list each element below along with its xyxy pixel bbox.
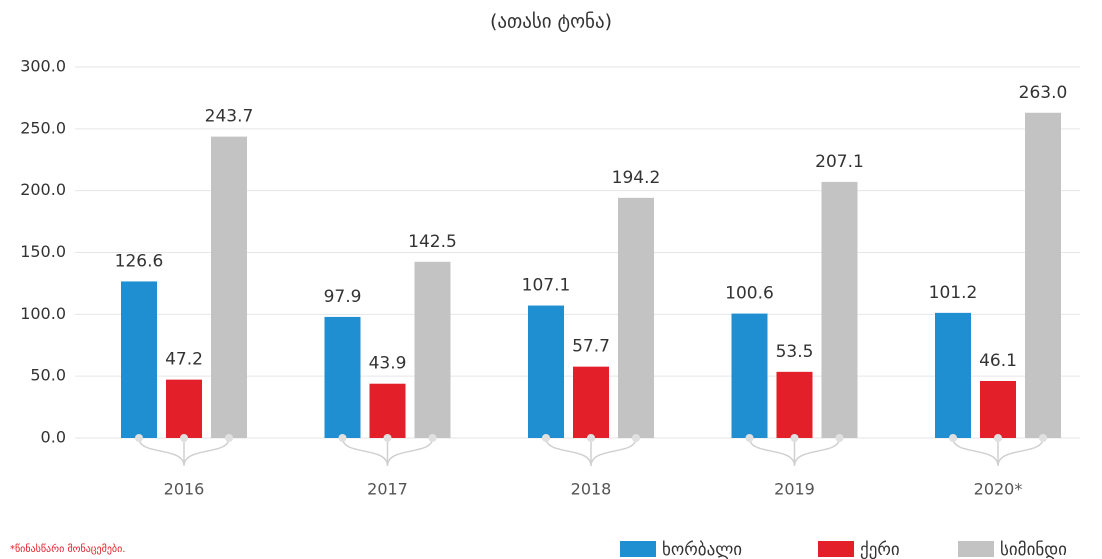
- value-label: 263.0: [1019, 83, 1068, 103]
- value-label: 53.5: [776, 342, 814, 362]
- value-label: 47.2: [165, 350, 203, 370]
- bar: [821, 181, 858, 438]
- bracket-dot: [1039, 434, 1047, 442]
- value-label: 243.7: [205, 107, 254, 127]
- bar: [776, 371, 813, 438]
- value-label: 100.6: [725, 284, 774, 304]
- y-tick-label: 250.0: [20, 118, 66, 137]
- bracket: [748, 437, 841, 467]
- bracket-dot: [994, 434, 1002, 442]
- bar: [414, 261, 451, 438]
- value-label: 97.9: [324, 287, 362, 307]
- bar: [731, 313, 768, 438]
- y-tick-label: 150.0: [20, 242, 66, 261]
- bar: [211, 136, 247, 438]
- bar: [935, 312, 971, 438]
- bracket-dot: [180, 434, 188, 442]
- x-tick-label: 2016: [164, 480, 205, 499]
- bracket-dot: [542, 434, 550, 442]
- legend-swatch: [818, 541, 854, 557]
- value-label: 101.2: [929, 283, 978, 303]
- y-tick-label: 200.0: [20, 180, 66, 199]
- bracket-dot: [428, 434, 437, 442]
- bar: [121, 281, 157, 438]
- footnote: *წინასწარი მონაცემები.: [10, 543, 125, 555]
- bar: [573, 366, 609, 438]
- bracket: [341, 437, 434, 467]
- value-label: 207.1: [815, 152, 864, 172]
- bracket-dot: [949, 434, 957, 442]
- bracket: [138, 437, 230, 467]
- bracket-dot: [745, 434, 754, 442]
- x-tick-label: 2019: [774, 480, 815, 499]
- value-label: 142.5: [408, 232, 457, 252]
- legend-label: სიმინდი: [1000, 540, 1067, 559]
- value-label: 46.1: [979, 351, 1017, 371]
- value-label: 107.1: [522, 276, 571, 296]
- value-label: 43.9: [369, 354, 407, 374]
- bar: [324, 316, 361, 438]
- value-label: 126.6: [115, 251, 164, 271]
- value-label: 57.7: [572, 337, 610, 357]
- y-tick-label: 300.0: [20, 57, 66, 76]
- x-tick-label: 2020*: [974, 480, 1023, 499]
- x-tick-label: 2017: [367, 480, 408, 499]
- bracket-dot: [135, 434, 143, 442]
- bar: [618, 197, 654, 438]
- y-tick-label: 0.0: [41, 428, 66, 447]
- y-tick-label: 50.0: [30, 366, 66, 385]
- legend-swatch: [620, 541, 656, 557]
- bracket-dot: [338, 434, 347, 442]
- bar: [980, 380, 1016, 438]
- legend-label: ქერი: [860, 540, 900, 559]
- bracket-dot: [587, 434, 595, 442]
- y-tick-label: 100.0: [20, 304, 66, 323]
- x-tick-label: 2018: [571, 480, 612, 499]
- value-label: 194.2: [612, 168, 661, 188]
- bracket-dot: [835, 434, 844, 442]
- legend-label: ხორბალი: [662, 540, 742, 559]
- legend-swatch: [958, 541, 994, 557]
- bracket-dot: [632, 434, 640, 442]
- bar: [528, 305, 564, 438]
- chart-title: (ათასი ტონა): [490, 11, 612, 33]
- bracket: [545, 437, 637, 467]
- bar: [166, 379, 202, 438]
- bar: [1025, 112, 1061, 439]
- bracket-dot: [790, 434, 799, 442]
- bracket: [952, 437, 1044, 467]
- bracket-dot: [225, 434, 233, 442]
- bar: [369, 383, 406, 438]
- bracket-dot: [383, 434, 392, 442]
